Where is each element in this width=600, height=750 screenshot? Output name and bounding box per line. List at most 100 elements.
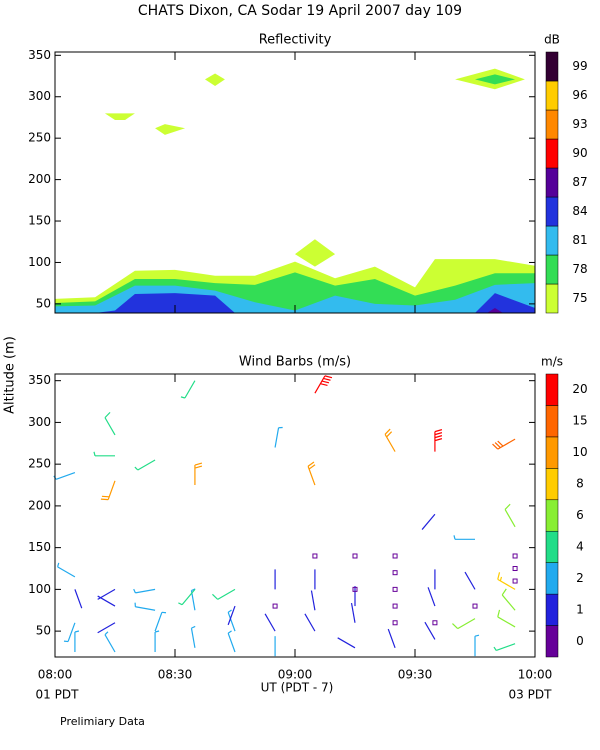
y-tick-label: 200 [28, 498, 51, 512]
wind-barb [100, 480, 116, 501]
wind-barb [74, 630, 80, 652]
colorbar-tick-label: 78 [572, 262, 587, 276]
calm-marker [432, 620, 438, 626]
y-tick-label: 250 [28, 131, 51, 145]
colorbar-tick-label: 1 [576, 602, 584, 616]
y-tick-label: 350 [28, 48, 51, 62]
colorbar-swatch [545, 436, 559, 469]
colorbar-tick-label: 4 [576, 539, 584, 553]
colorbar-tick-label: 0 [576, 634, 584, 648]
wind-barb [497, 572, 516, 590]
contour-region [475, 74, 516, 85]
wind-barb [387, 628, 396, 649]
wind-barb [314, 375, 333, 394]
wind-barb [474, 634, 480, 657]
colorbar-swatch [545, 225, 559, 256]
colorbar-tick-label: 99 [572, 59, 587, 73]
wind-barb [104, 411, 116, 436]
colorbar-tick-label: 20 [572, 382, 587, 396]
colorbar-swatch [545, 283, 559, 314]
wind-barb [304, 613, 316, 632]
wind-barb [154, 630, 160, 652]
colorbar-swatch [545, 254, 559, 285]
colorbar-swatch [545, 625, 559, 658]
wind-barb [154, 611, 167, 632]
contour-region [104, 113, 135, 120]
y-tick-label: 300 [28, 415, 51, 429]
contour-region [95, 293, 235, 313]
wind-barb [427, 587, 436, 607]
wind-barb [274, 426, 283, 448]
wind-barb [464, 571, 476, 590]
colorbar-swatch [545, 167, 559, 198]
wind-barb [310, 590, 316, 611]
colorbar-tick-label: 84 [572, 204, 587, 218]
colorbar-swatch [545, 468, 559, 501]
colorbar-tick-label: 10 [572, 445, 587, 459]
calm-marker [392, 620, 398, 626]
wind-barb [53, 471, 76, 480]
y-tick-label: 100 [28, 582, 51, 596]
colorbar-swatch [545, 562, 559, 595]
colorbar-tick-label: 15 [572, 414, 587, 428]
y-tick-label: 150 [28, 540, 51, 554]
panel-title: Reflectivity [259, 33, 332, 48]
y-tick-label: 350 [28, 373, 51, 387]
x-axis-label: UT (PDT - 7) [261, 681, 334, 695]
wind-barb [227, 630, 236, 653]
wind-barb [227, 609, 236, 632]
colorbar-swatch [545, 109, 559, 140]
x-tick-label: 08:00 [38, 668, 73, 682]
colorbar-swatch [545, 530, 559, 563]
wind-barb [421, 513, 436, 530]
y-tick-label: 250 [28, 457, 51, 471]
colorbar-tick-label: 87 [572, 175, 587, 189]
wind-barb [492, 438, 516, 450]
contour-region [295, 239, 336, 267]
colorbar-swatch [545, 499, 559, 532]
y-tick-label: 50 [36, 296, 51, 310]
calm-marker [392, 603, 398, 609]
contour-region [155, 124, 186, 135]
wind-barb [452, 618, 476, 630]
wind-barb [63, 622, 76, 643]
chart-title: CHATS Dixon, CA Sodar 19 April 2007 day … [138, 3, 462, 19]
x-tick-label: 09:30 [398, 668, 433, 682]
calm-marker [392, 553, 398, 559]
plot-frame [54, 373, 536, 658]
wind-barb [74, 589, 83, 609]
x-tick-label: 10:00 [518, 668, 553, 682]
colorbar-swatch [545, 405, 559, 438]
wind-barb [134, 459, 156, 471]
x-tick-label: 09:00 [278, 668, 313, 682]
y-tick-label: 100 [28, 255, 51, 269]
wind-barb [493, 643, 516, 652]
colorbar-tick-label: 2 [576, 571, 584, 585]
wind-barb [97, 622, 116, 634]
wind-barb [350, 602, 356, 623]
wind-barb [178, 588, 196, 606]
contour-region [205, 73, 225, 86]
colorbar-tick-label: 96 [572, 88, 587, 102]
wind-barb [180, 380, 196, 399]
wind-barb [93, 451, 115, 457]
calm-marker [352, 586, 358, 592]
y-tick-label: 150 [28, 214, 51, 228]
colorbar-swatch [545, 80, 559, 111]
calm-marker [512, 578, 518, 584]
colorbar-swatch [545, 51, 559, 82]
contour-region [487, 308, 504, 313]
contour-group [55, 68, 535, 313]
wind-barb [264, 613, 276, 632]
colorbar-tick-label: 8 [576, 477, 584, 491]
wind-barb [337, 637, 356, 649]
colorbar-label: dB [544, 33, 560, 47]
calm-marker [472, 603, 478, 609]
calm-marker [312, 553, 318, 559]
colorbar-tick-label: 93 [572, 117, 587, 131]
colorbar-tick-label: 90 [572, 146, 587, 160]
calm-marker [352, 553, 358, 559]
wind-barb [194, 462, 203, 486]
calm-marker [392, 570, 398, 576]
